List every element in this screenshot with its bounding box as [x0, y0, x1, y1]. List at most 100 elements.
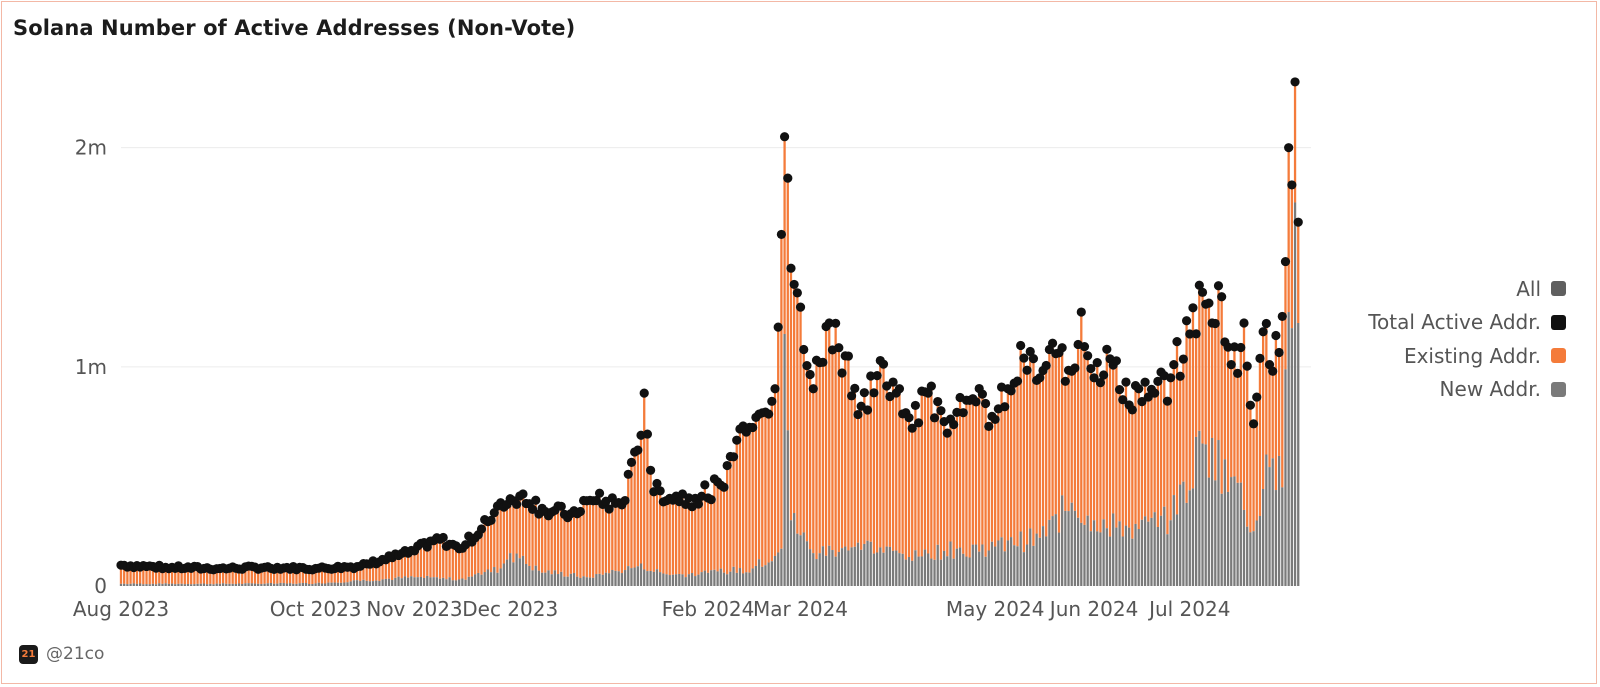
bar-new[interactable] — [266, 583, 269, 586]
bar-new[interactable] — [304, 582, 308, 586]
bar-existing[interactable] — [403, 550, 407, 577]
bar-new[interactable] — [1016, 546, 1019, 586]
bar-existing[interactable] — [987, 426, 990, 551]
bar-new[interactable] — [1019, 531, 1022, 586]
bar-existing[interactable] — [212, 569, 215, 585]
bar-existing[interactable] — [454, 545, 458, 581]
bar-new[interactable] — [802, 532, 805, 586]
point-total[interactable] — [1185, 329, 1195, 339]
bar-existing[interactable] — [164, 567, 167, 584]
bar-new[interactable] — [1153, 512, 1156, 586]
bar-existing[interactable] — [525, 503, 528, 564]
bar-existing[interactable] — [400, 553, 403, 579]
point-total[interactable] — [1271, 330, 1281, 341]
point-total[interactable] — [1137, 397, 1147, 407]
bar-new[interactable] — [1156, 526, 1160, 586]
bar-new[interactable] — [451, 580, 454, 586]
bar-new[interactable] — [438, 578, 442, 586]
bar-existing[interactable] — [968, 400, 971, 558]
bar-existing[interactable] — [1048, 349, 1051, 520]
bar-new[interactable] — [432, 577, 435, 586]
legend-item-new[interactable]: New Addr. — [1368, 373, 1566, 407]
point-total[interactable] — [1016, 340, 1026, 351]
bar-new[interactable] — [1115, 527, 1118, 586]
bar-existing[interactable] — [1051, 343, 1054, 517]
bar-existing[interactable] — [1061, 347, 1064, 496]
bar-new[interactable] — [180, 583, 183, 586]
bar-new[interactable] — [241, 583, 244, 586]
bar-new[interactable] — [761, 566, 764, 586]
bar-new[interactable] — [493, 567, 496, 586]
bar-existing[interactable] — [1000, 387, 1003, 538]
bar-existing[interactable] — [617, 502, 620, 572]
point-total[interactable] — [1181, 316, 1192, 326]
point-total[interactable] — [869, 388, 879, 398]
bar-new[interactable] — [1198, 430, 1201, 586]
point-total[interactable] — [984, 421, 994, 431]
bar-new[interactable] — [652, 571, 655, 586]
bar-new[interactable] — [1182, 481, 1185, 586]
bar-new[interactable] — [850, 547, 853, 586]
bar-existing[interactable] — [231, 566, 234, 584]
point-total[interactable] — [1114, 384, 1125, 395]
bar-new[interactable] — [741, 573, 745, 586]
bar-new[interactable] — [473, 574, 477, 586]
bar-existing[interactable] — [126, 567, 129, 585]
bar-existing[interactable] — [298, 567, 301, 584]
bar-existing[interactable] — [250, 566, 253, 584]
bar-existing[interactable] — [486, 521, 490, 570]
bar-new[interactable] — [384, 578, 387, 586]
point-total[interactable] — [1290, 77, 1300, 87]
point-total[interactable] — [604, 504, 614, 514]
bar-existing[interactable] — [888, 396, 892, 547]
bar-new[interactable] — [805, 541, 809, 586]
bar-new[interactable] — [1274, 490, 1278, 586]
bar-new[interactable] — [362, 579, 365, 586]
bar-existing[interactable] — [860, 406, 863, 550]
bar-new[interactable] — [1249, 532, 1252, 586]
bar-existing[interactable] — [1016, 381, 1019, 547]
bar-existing[interactable] — [308, 569, 311, 585]
bar-existing[interactable] — [483, 519, 486, 573]
point-total[interactable] — [1060, 376, 1070, 386]
point-total[interactable] — [722, 460, 732, 471]
bar-new[interactable] — [145, 584, 148, 586]
bar-existing[interactable] — [269, 568, 273, 584]
bar-new[interactable] — [837, 551, 840, 586]
bar-existing[interactable] — [853, 388, 856, 547]
bar-new[interactable] — [1121, 536, 1124, 586]
bar-new[interactable] — [834, 556, 837, 586]
bar-new[interactable] — [154, 584, 158, 586]
bar-new[interactable] — [422, 577, 426, 586]
point-total[interactable] — [894, 384, 905, 394]
bar-existing[interactable] — [544, 511, 547, 573]
bar-new[interactable] — [269, 583, 273, 586]
bar-existing[interactable] — [499, 502, 502, 569]
bar-new[interactable] — [339, 582, 343, 586]
point-total[interactable] — [808, 384, 818, 394]
bar-existing[interactable] — [378, 561, 381, 581]
point-total[interactable] — [1012, 376, 1023, 386]
bar-existing[interactable] — [505, 504, 509, 560]
bar-existing[interactable] — [585, 500, 588, 578]
bar-existing[interactable] — [560, 506, 563, 572]
bar-existing[interactable] — [796, 292, 799, 534]
bar-existing[interactable] — [837, 347, 840, 552]
bar-existing[interactable] — [218, 568, 222, 584]
bar-existing[interactable] — [1261, 331, 1265, 489]
bar-new[interactable] — [1096, 531, 1099, 586]
bar-new[interactable] — [132, 583, 135, 586]
bar-new[interactable] — [923, 549, 927, 586]
bar-existing[interactable] — [1223, 342, 1227, 460]
bar-existing[interactable] — [678, 501, 681, 574]
bar-existing[interactable] — [962, 412, 965, 554]
point-total[interactable] — [645, 465, 656, 475]
bar-existing[interactable] — [477, 534, 480, 573]
bar-new[interactable] — [1217, 440, 1220, 586]
bar-existing[interactable] — [821, 362, 825, 547]
point-total[interactable] — [1293, 217, 1303, 227]
bar-new[interactable] — [1006, 540, 1010, 586]
bar-new[interactable] — [502, 563, 505, 586]
bar-new[interactable] — [933, 559, 936, 586]
bar-new[interactable] — [1159, 515, 1163, 586]
